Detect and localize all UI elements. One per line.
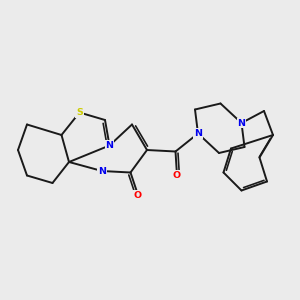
Text: N: N — [98, 167, 106, 176]
Text: N: N — [106, 141, 113, 150]
Text: O: O — [134, 190, 142, 200]
Text: N: N — [238, 118, 245, 127]
Text: N: N — [194, 129, 202, 138]
Text: O: O — [173, 171, 181, 180]
Text: S: S — [76, 108, 83, 117]
